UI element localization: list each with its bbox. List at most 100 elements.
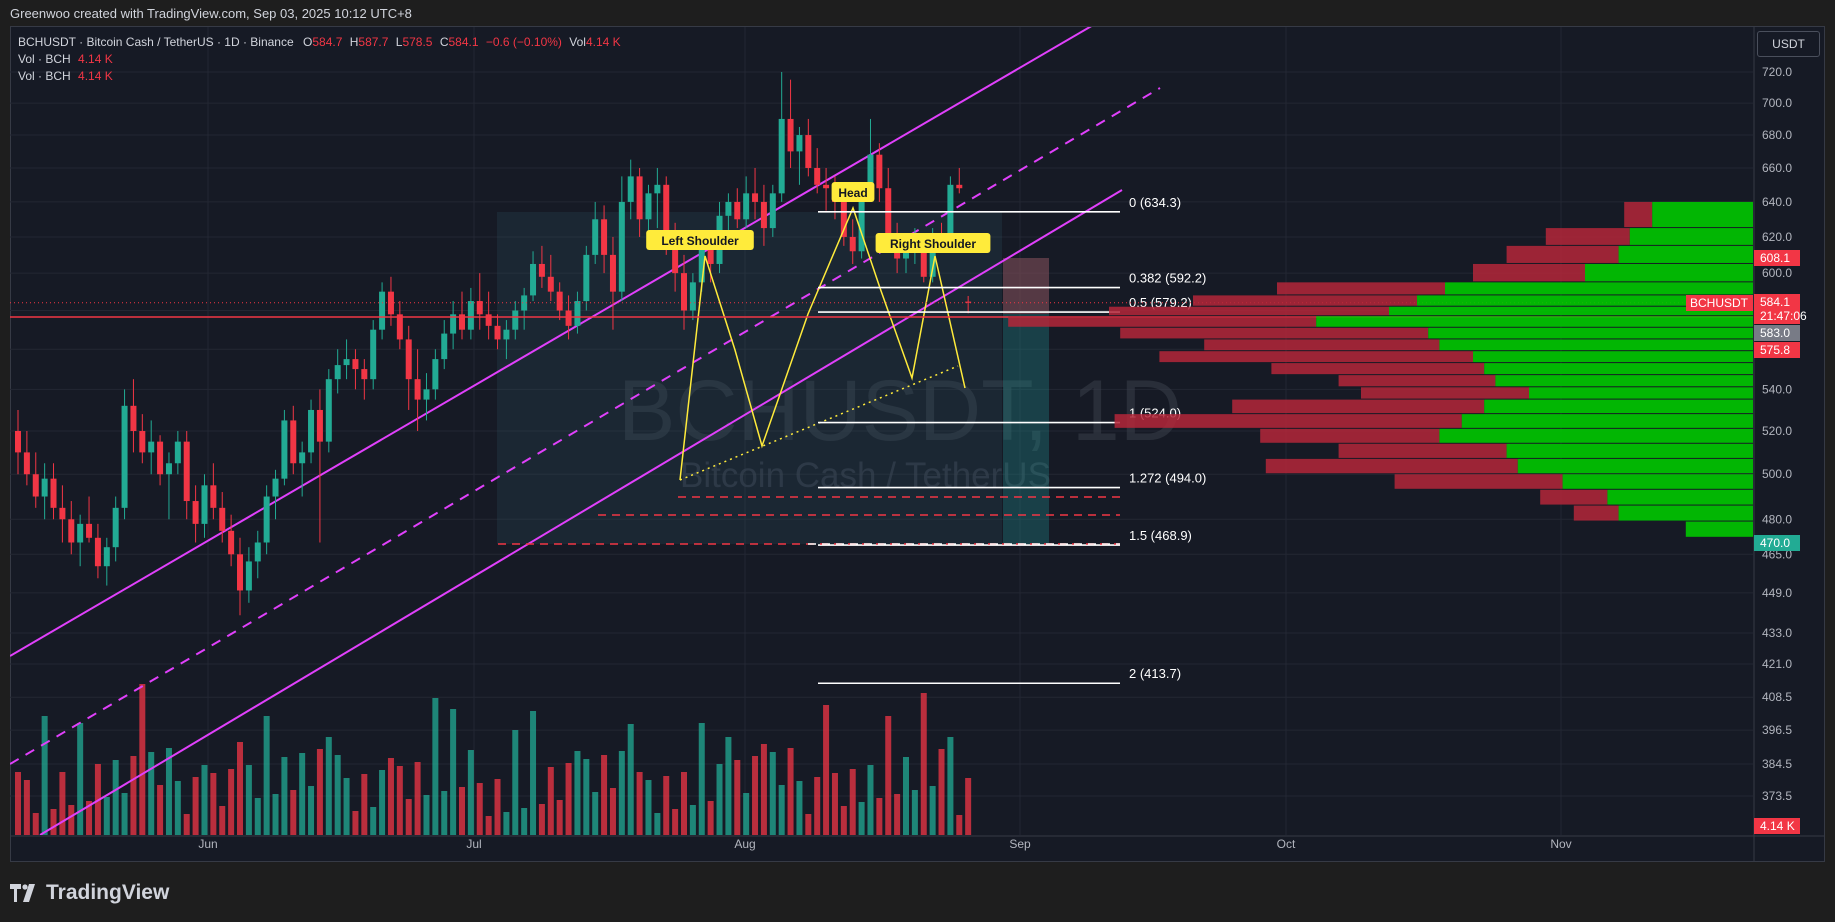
currency-selector[interactable]: USDT — [1757, 31, 1820, 57]
volume-bar — [849, 769, 856, 835]
candle-body — [414, 379, 421, 400]
time-axis-label: Sep — [1009, 837, 1031, 851]
candle-body — [805, 135, 812, 168]
candle — [165, 452, 172, 520]
candle — [556, 282, 563, 321]
volume-bar — [725, 737, 732, 835]
price-axis-label-bg — [1686, 295, 1753, 311]
chart-credit: Greenwoo created with TradingView.com, S… — [10, 6, 412, 21]
candle-body — [876, 154, 883, 189]
time-axis-label: Jun — [198, 837, 217, 851]
candle-body — [299, 452, 306, 464]
candle-body — [530, 263, 537, 296]
price-axis-label-bg — [1754, 325, 1800, 341]
volume-bar — [876, 798, 883, 835]
volume-bar — [361, 774, 368, 835]
volume-profile-down — [1265, 458, 1518, 474]
candle-body — [672, 236, 679, 274]
volume-bar — [68, 805, 75, 835]
volume-profile-down — [1277, 282, 1445, 295]
price-axis-label-bg — [1754, 250, 1800, 266]
candle — [601, 205, 608, 274]
volume-bar — [210, 773, 217, 835]
volume-bar — [237, 742, 243, 835]
price-axis-label: 584.1 — [1754, 294, 1800, 310]
candle-body — [538, 263, 545, 277]
volume-bar — [59, 772, 66, 835]
volume-profile-up — [1484, 399, 1753, 414]
volume-bar — [423, 795, 430, 835]
candle-body — [352, 359, 359, 370]
candle-body — [325, 379, 332, 442]
legend-volume-row[interactable]: Vol · BCH 4.14 K — [18, 51, 621, 68]
volume-bar — [467, 750, 474, 835]
candle-body — [725, 201, 732, 216]
volume-profile-down — [1120, 327, 1429, 339]
fib-level-label: 1.272 (494.0) — [1129, 471, 1206, 486]
candle-body — [592, 219, 599, 255]
candle — [228, 514, 235, 567]
candle — [77, 514, 84, 567]
candle-body — [183, 441, 190, 502]
volume-bar — [157, 785, 164, 835]
volume-profile-up — [1484, 363, 1753, 375]
volume-bar — [636, 772, 643, 835]
candle-body — [583, 254, 590, 302]
volume-bar — [370, 807, 377, 835]
volume-bar — [201, 765, 208, 835]
price-axis-label: 470.0 — [1754, 535, 1800, 551]
volume-bar — [299, 753, 306, 835]
volume-bar — [165, 748, 172, 835]
volume-bar — [263, 716, 270, 835]
candle — [787, 79, 794, 168]
candle — [965, 295, 972, 314]
legend-symbol[interactable]: BCHUSDT · Bitcoin Cash / TetherUS · 1D ·… — [18, 35, 294, 49]
price-axis-label: BCHUSDT — [1686, 295, 1753, 311]
price-axis-tick: 373.5 — [1762, 789, 1792, 803]
candle-body — [965, 301, 972, 303]
candle-body — [201, 485, 208, 524]
candle — [849, 219, 856, 264]
candle — [387, 276, 394, 326]
volume-profile-up — [1629, 228, 1753, 245]
candle — [618, 176, 625, 302]
candle — [148, 420, 155, 475]
candle — [157, 435, 164, 486]
candle — [139, 414, 146, 464]
volume-bar — [121, 793, 128, 835]
price-axis-label-text: 470.0 — [1760, 536, 1790, 550]
candle-body — [840, 201, 847, 237]
legend-volume-row[interactable]: Vol · BCH 4.14 K — [18, 68, 621, 85]
candle — [627, 159, 634, 220]
price-axis-label-text: BCHUSDT — [1690, 296, 1749, 310]
volume-profile-down — [1540, 489, 1608, 505]
candle-body — [601, 219, 608, 255]
price-axis-tick: 640.0 — [1762, 195, 1792, 209]
legend-high: 587.7 — [358, 35, 389, 49]
candle-body — [15, 430, 21, 453]
volume-profile-down — [1271, 363, 1485, 375]
volume-bar — [245, 765, 252, 835]
candle-body — [103, 547, 110, 567]
fib-level-label: 1.5 (468.9) — [1129, 528, 1192, 543]
candle-body — [947, 184, 954, 245]
legend-volume-label: Vol · BCH — [18, 52, 71, 66]
candle — [405, 325, 412, 410]
candle — [743, 176, 750, 229]
volume-bar — [565, 763, 572, 835]
price-axis-tick: 720.0 — [1762, 65, 1792, 79]
candle — [814, 148, 821, 194]
volume-bar — [494, 779, 501, 835]
legend-low-label: L — [395, 35, 403, 49]
volume-bar — [405, 799, 412, 835]
candle-body — [112, 507, 119, 548]
candle — [15, 409, 21, 475]
candle — [103, 537, 110, 586]
candle-body — [165, 463, 172, 475]
volume-bar — [894, 794, 901, 835]
candle — [263, 485, 270, 555]
volume-bar — [334, 755, 341, 835]
candle-body — [467, 301, 474, 330]
volume-bar — [716, 764, 723, 835]
